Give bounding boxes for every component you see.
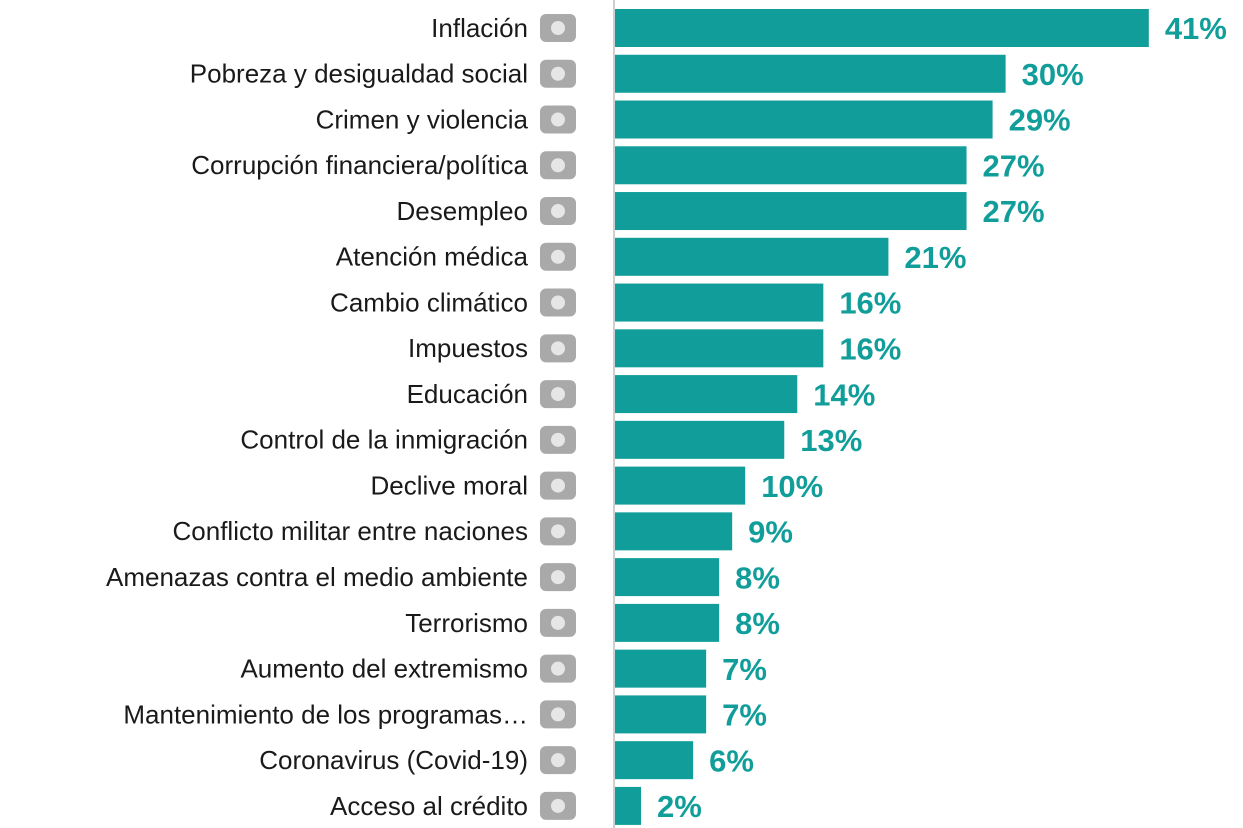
value-label: 8% <box>735 560 780 595</box>
value-label: 13% <box>800 423 862 458</box>
bar <box>615 146 967 185</box>
bar <box>615 649 707 688</box>
category-label: Declive moral <box>371 470 529 500</box>
category-label: Atención médica <box>336 242 529 272</box>
bar <box>615 192 967 231</box>
icon-detail <box>551 295 565 310</box>
category-label: Acceso al crédito <box>330 791 528 821</box>
value-label: 9% <box>748 515 793 550</box>
bar <box>615 466 746 505</box>
icon-detail <box>551 432 565 447</box>
category-label: Impuestos <box>408 333 528 363</box>
bar <box>615 741 694 780</box>
category-label: Coronavirus (Covid-19) <box>259 745 528 775</box>
value-label: 10% <box>761 469 823 504</box>
category-label: Pobreza y desigualdad social <box>190 59 528 89</box>
icon-detail <box>551 615 565 630</box>
icon-detail <box>551 661 565 676</box>
icon-detail <box>551 158 565 173</box>
icon-detail <box>551 524 565 539</box>
bar <box>615 695 707 734</box>
category-label: Conflicto militar entre naciones <box>173 516 529 546</box>
bar <box>615 9 1149 47</box>
category-label: Inflación <box>431 13 528 43</box>
bar <box>615 420 785 459</box>
category-label: Terrorismo <box>405 608 528 638</box>
category-label: Cambio climático <box>330 287 528 317</box>
icon-detail <box>551 707 565 722</box>
icon-detail <box>551 66 565 81</box>
bar <box>615 375 798 414</box>
icon-detail <box>551 478 565 493</box>
bar <box>615 283 824 322</box>
bar <box>615 603 720 642</box>
value-label: 16% <box>839 332 901 367</box>
category-label: Desempleo <box>396 196 528 226</box>
icon-detail <box>551 249 565 264</box>
category-label: Educación <box>407 379 528 409</box>
value-label: 2% <box>657 789 702 824</box>
bar <box>615 237 889 276</box>
value-label: 16% <box>839 286 901 321</box>
bar <box>615 329 824 368</box>
value-label: 14% <box>813 377 875 412</box>
value-label: 30% <box>1022 57 1084 92</box>
icon-detail <box>551 753 565 768</box>
value-label: 27% <box>983 194 1045 229</box>
value-label: 6% <box>709 743 754 778</box>
value-label: 7% <box>722 652 767 687</box>
category-label: Corrupción financiera/política <box>191 150 528 180</box>
icon-detail <box>551 570 565 585</box>
bar <box>615 558 720 597</box>
value-label: 41% <box>1165 11 1227 46</box>
bar <box>615 100 993 139</box>
icon-detail <box>551 798 565 813</box>
icon-detail <box>551 112 565 127</box>
value-label: 29% <box>1009 103 1071 138</box>
icon-detail <box>551 387 565 402</box>
category-label: Mantenimiento de los programas… <box>123 699 528 729</box>
category-label: Crimen y violencia <box>316 104 529 134</box>
bar <box>615 512 733 551</box>
category-label: Amenazas contra el medio ambiente <box>106 562 528 592</box>
category-label: Aumento del extremismo <box>240 654 528 684</box>
icon-detail <box>551 341 565 356</box>
value-label: 27% <box>983 148 1045 183</box>
icon-detail <box>551 21 565 35</box>
bar <box>615 786 642 825</box>
bar <box>615 54 1006 93</box>
value-label: 21% <box>904 240 966 275</box>
icon-detail <box>551 204 565 219</box>
value-label: 8% <box>735 606 780 641</box>
value-label: 7% <box>722 698 767 733</box>
category-label: Control de la inmigración <box>240 425 528 455</box>
